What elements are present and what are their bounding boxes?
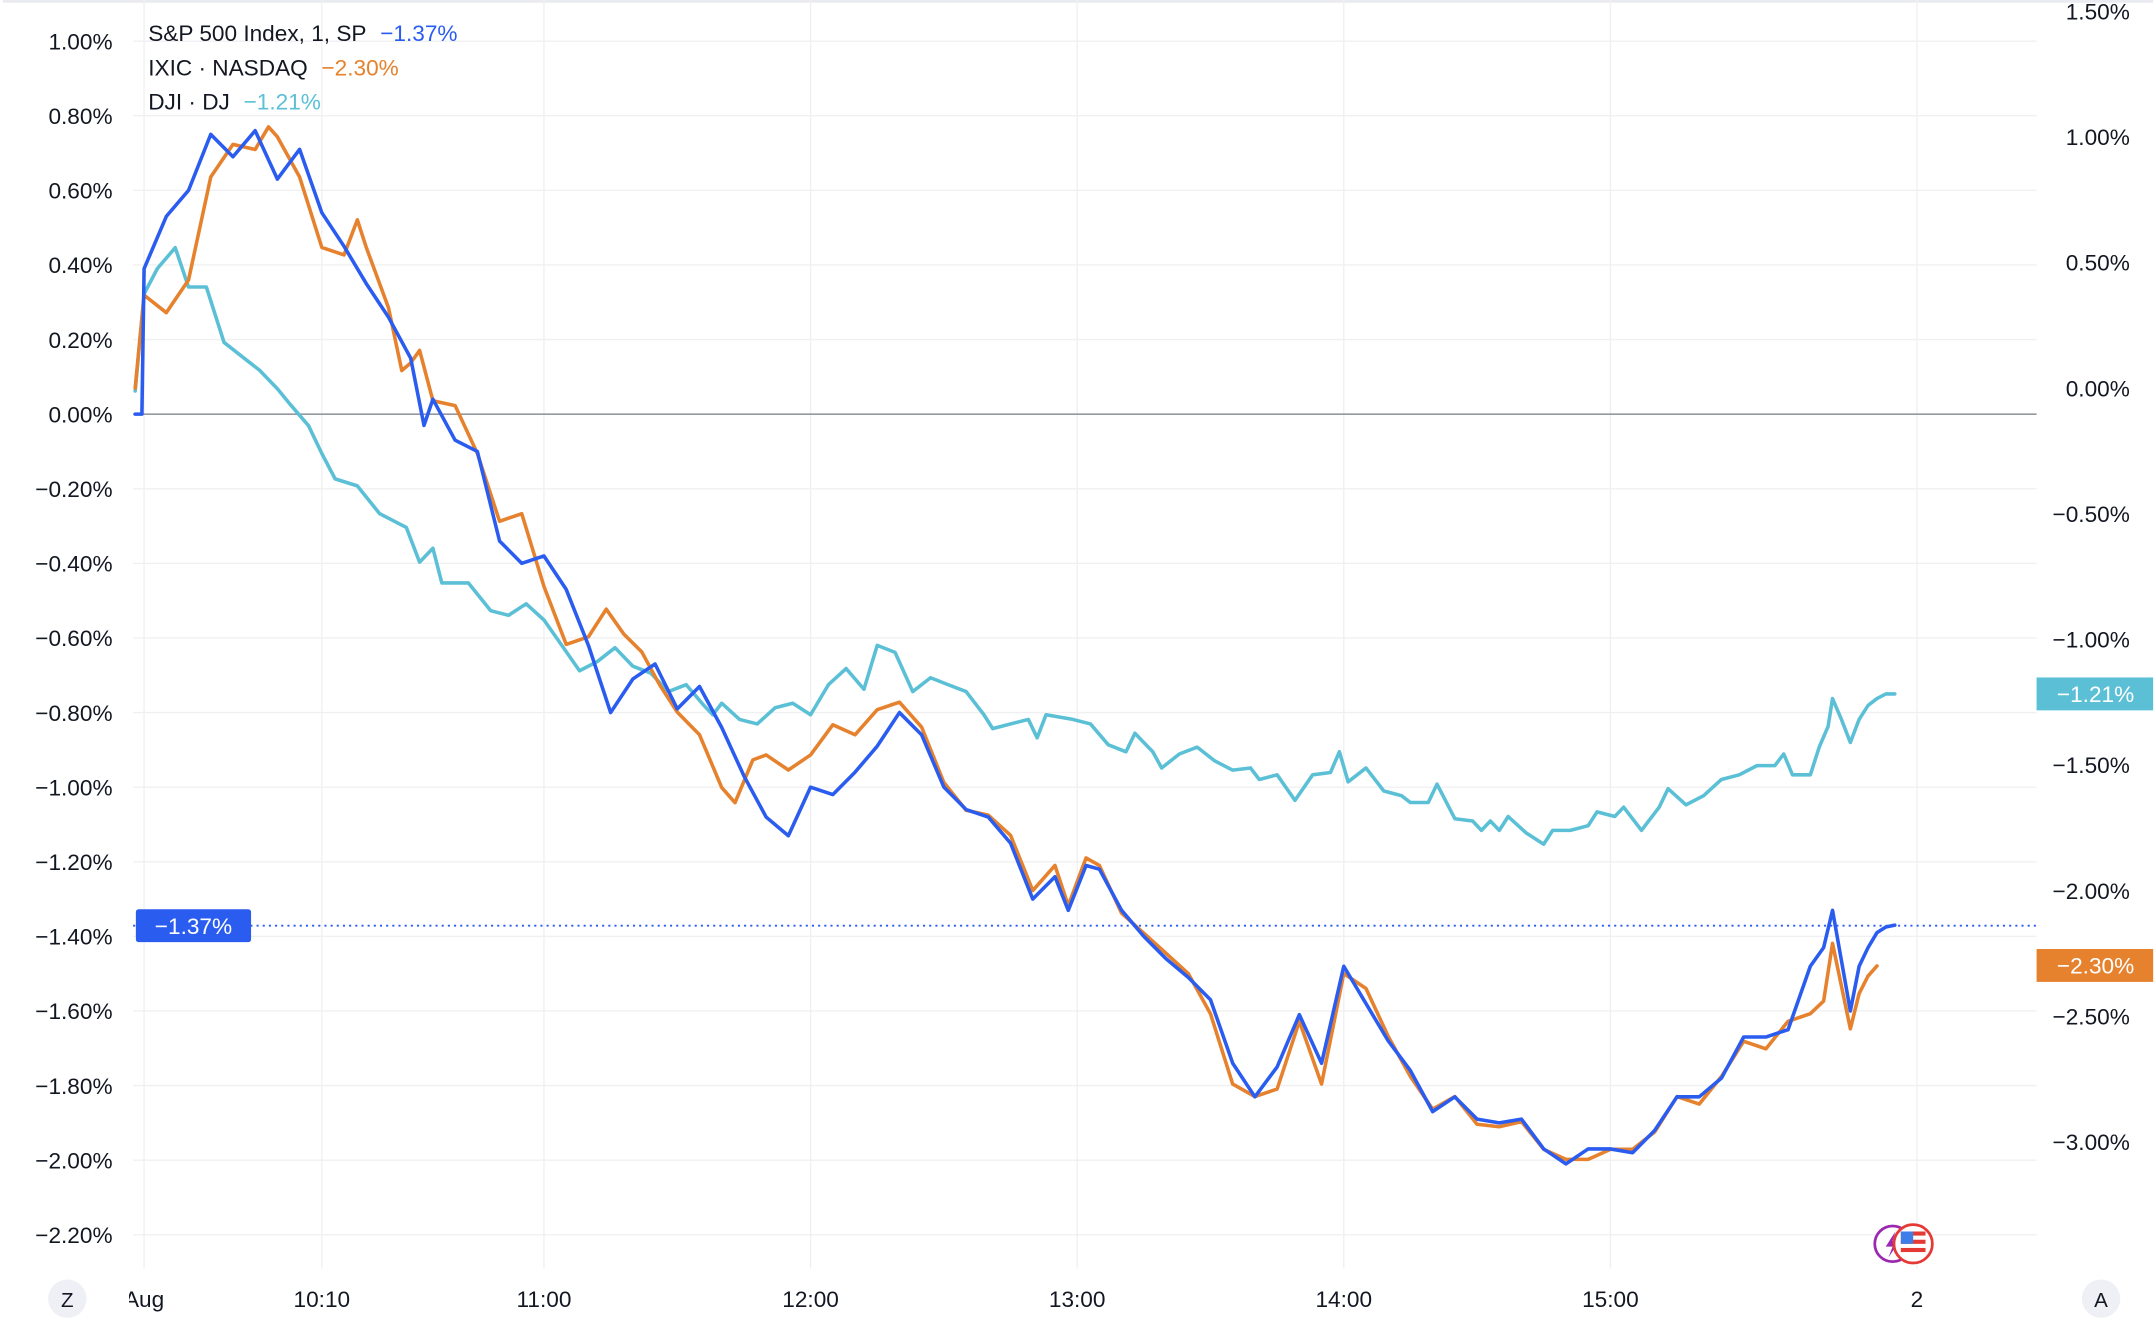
right-tick-label: −2.00% (2053, 879, 2130, 904)
right-tick-label: −0.50% (2053, 502, 2130, 527)
right-axis: 1.50% 1.00% 0.50% 0.00% −0.50% −1.00% −1.50% −2… (2053, 0, 2130, 1155)
legend-change: −1.21% (244, 90, 321, 115)
grid-lines (133, 0, 2037, 1269)
right-tick-label: 1.50% (2066, 0, 2130, 24)
series-line-nasdaq (133, 125, 1879, 1162)
nasdaq-price-badge: −2.30% (2036, 948, 2154, 982)
top-border (2, 0, 2154, 3)
left-tick-label: −0.20% (35, 477, 112, 502)
time-tick-label: 2 (1911, 1287, 1924, 1312)
series-line-dji (133, 245, 1897, 846)
time-tick-label: Aug (124, 1287, 164, 1312)
right-tick-label: 1.00% (2066, 125, 2130, 150)
time-axis[interactable]: Aug 10:10 11:00 12:00 13:00 14:00 15:00 2 (124, 1287, 1923, 1312)
badge-text: −1.37% (155, 914, 232, 939)
legend-item-nasdaq[interactable]: IXIC · NASDAQ −2.30% (148, 55, 399, 80)
time-tick-label: 11:00 (517, 1287, 572, 1312)
left-tick-label: −0.80% (35, 701, 112, 726)
right-tick-label: 0.50% (2066, 251, 2130, 276)
legend-change: −1.37% (380, 21, 457, 46)
left-tick-label: −2.00% (35, 1148, 112, 1173)
right-tick-label: −2.50% (2053, 1004, 2130, 1029)
left-tick-label: −1.20% (35, 850, 112, 875)
dji-price-badge: −1.21% (2036, 677, 2154, 711)
auto-scale-button[interactable]: A (2081, 1279, 2121, 1318)
badge-text: −2.30% (2057, 954, 2134, 979)
left-axis: 1.00% 0.80% 0.60% 0.40% 0.20% 0.00% −0.20% −0.4… (35, 29, 112, 1248)
legend-name: S&P 500 Index, 1, SP (148, 21, 366, 46)
legend-name: IXIC · NASDAQ (148, 55, 308, 80)
time-tick-label: 15:00 (1582, 1287, 1639, 1312)
time-tick-label: 10:10 (294, 1287, 351, 1312)
legend-item-dji[interactable]: DJI · DJ −1.21% (148, 90, 321, 115)
series-layer (133, 125, 1897, 1166)
button-label: Z (61, 1289, 74, 1312)
time-tick-label: 12:00 (782, 1287, 839, 1312)
legend-change: −2.30% (321, 55, 398, 80)
time-tick-label: 14:00 (1315, 1287, 1372, 1312)
left-tick-label: 0.00% (48, 402, 112, 427)
log-scale-button[interactable]: Z (48, 1279, 87, 1318)
left-tick-label: 0.60% (48, 179, 112, 204)
right-tick-label: −1.00% (2053, 628, 2130, 653)
left-tick-label: −0.40% (35, 552, 112, 577)
left-tick-label: −1.60% (35, 999, 112, 1024)
legend-name: DJI · DJ (148, 90, 230, 115)
time-tick-label: 13:00 (1049, 1287, 1106, 1312)
series-line-sp500 (133, 128, 1897, 1166)
button-label: A (2094, 1289, 2108, 1312)
left-tick-label: −1.80% (35, 1074, 112, 1099)
us-flag-icon[interactable] (1892, 1223, 1934, 1265)
left-tick-label: −1.40% (35, 925, 112, 950)
left-tick-label: 0.20% (48, 328, 112, 353)
legend-item-sp500[interactable]: S&P 500 Index, 1, SP −1.37% (148, 21, 457, 46)
left-tick-label: −0.60% (35, 626, 112, 651)
left-tick-label: 1.00% (48, 29, 112, 54)
left-tick-label: −2.20% (35, 1223, 112, 1248)
left-tick-label: −1.00% (35, 775, 112, 800)
left-tick-label: 0.80% (48, 104, 112, 129)
right-tick-label: 0.00% (2066, 376, 2130, 401)
legend: S&P 500 Index, 1, SP −1.37% IXIC · NASDAQ… (148, 21, 457, 115)
right-tick-label: −3.00% (2053, 1130, 2130, 1155)
left-price-badge: −1.37% (135, 909, 252, 943)
right-tick-label: −1.50% (2053, 753, 2130, 778)
left-tick-label: 0.40% (48, 253, 112, 278)
badge-text: −1.21% (2057, 682, 2134, 707)
